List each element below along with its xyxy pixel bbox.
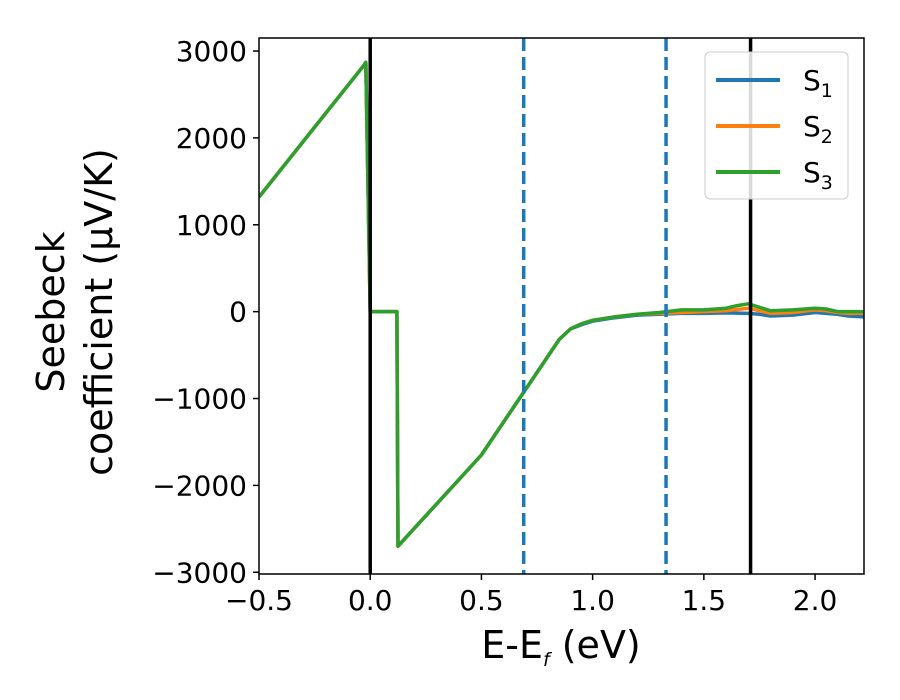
legend-label-S1: S1 <box>803 64 833 102</box>
y-tick-label: 0 <box>229 296 247 329</box>
x-tick-label: 2.0 <box>793 584 838 617</box>
series-layer <box>259 60 864 548</box>
x-ticks: −0.5 0.0 0.5 1.0 1.5 2.0 <box>225 574 837 617</box>
x-axis-label: E-Ef (eV) <box>481 623 641 671</box>
y-axis-label-line2: coefficient (μV/K) <box>77 148 121 476</box>
y-ticks: −3000 −2000 −1000 0 1000 2000 3000 <box>152 35 259 589</box>
y-axis-label-line1: Seebeck <box>29 231 73 392</box>
series-line-S3 <box>259 60 864 548</box>
x-tick-label: 0.5 <box>459 584 504 617</box>
y-tick-label: −2000 <box>152 469 247 502</box>
reference-lines <box>368 38 753 574</box>
axes-frame <box>258 37 865 575</box>
x-tick-label: −0.5 <box>225 584 293 617</box>
legend: S1 S2 S3 <box>704 51 849 200</box>
y-tick-label: 2000 <box>176 122 247 155</box>
x-tick-label: 0.0 <box>348 584 393 617</box>
x-tick-label: 1.5 <box>682 584 727 617</box>
y-tick-label: 1000 <box>176 209 247 242</box>
legend-label-S2: S2 <box>803 110 833 148</box>
y-axis-label: Seebeck coefficient (μV/K) <box>29 148 121 476</box>
y-tick-label: −3000 <box>152 556 247 589</box>
legend-label-S3: S3 <box>803 156 833 194</box>
x-tick-label: 1.0 <box>570 584 615 617</box>
y-tick-label: 3000 <box>176 35 247 68</box>
y-tick-label: −1000 <box>152 383 247 416</box>
